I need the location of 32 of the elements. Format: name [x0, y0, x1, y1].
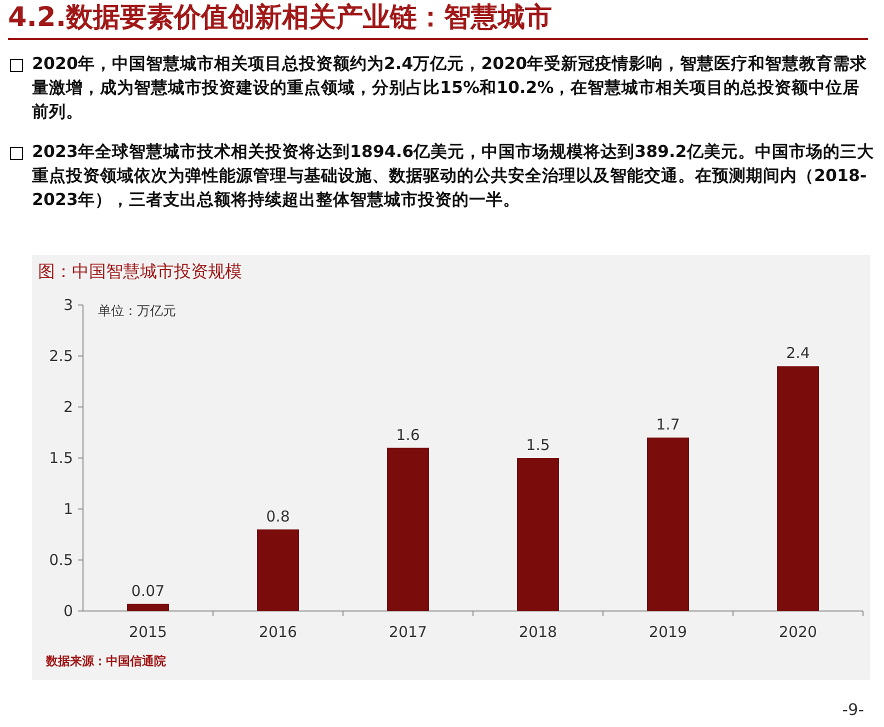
bar	[387, 448, 429, 611]
y-tick-label: 1.5	[49, 449, 73, 467]
x-tick-label: 2015	[128, 623, 168, 641]
y-tick-label: 0	[63, 602, 73, 620]
chart-title: 4.2.数据要素价值创新相关产业链：智慧城市	[8, 0, 868, 40]
x-tick-label: 2018	[518, 623, 558, 641]
x-tick-label: 2016	[258, 623, 298, 641]
bar	[127, 604, 169, 611]
y-tick-label: 2	[63, 398, 73, 416]
y-tick-label: 1	[63, 500, 73, 518]
source-note: 数据来源：中国信通院	[45, 654, 166, 668]
y-tick-label: 3	[63, 296, 73, 314]
text: 2023年全球智慧城市技术相关投资将达到1894.6亿美元，中国市场规模将达到389.2亿美元。中国市场的三大重点投资领域依次为弹性能源管理与基础设施、数据驱动的公共安全治理以及智能交通。在预测期间内（2018-2023年），三者支出总额将持续超出整体智慧城市投资的一半。	[32, 141, 874, 211]
y-tick-label: 0.5	[49, 551, 73, 569]
bar	[257, 529, 299, 611]
data-label: 1.5	[526, 436, 550, 454]
y-axis-title: 单位：万亿元	[98, 304, 176, 319]
data-label: 1.6	[396, 426, 420, 444]
data-label: 0.8	[266, 507, 290, 526]
data-label: 2.4	[786, 344, 810, 362]
bar	[517, 458, 559, 611]
text: -9-	[842, 700, 864, 719]
data-label: 1.7	[656, 416, 680, 434]
x-tick-label: 2020	[778, 623, 818, 641]
bar	[647, 438, 689, 611]
x-tick-label: 2019	[648, 623, 688, 641]
data-label: 0.07	[131, 582, 165, 600]
bar	[777, 366, 819, 611]
x-tick-label: 2017	[388, 623, 428, 641]
text: 2020年，中国智慧城市相关项目总投资额约为2.4万亿元，2020年受新冠疫情影响，智慧医疗和智慧教育需求量激增，成为智慧城市投资建设的重点领域，分别占比15%和10.2%，在智慧城市相关项目的总投资额中位居前列。	[32, 53, 868, 123]
y-tick-label: 2.5	[49, 347, 73, 365]
chart-subtitle: 图：中国智慧城市投资规模	[38, 262, 242, 282]
